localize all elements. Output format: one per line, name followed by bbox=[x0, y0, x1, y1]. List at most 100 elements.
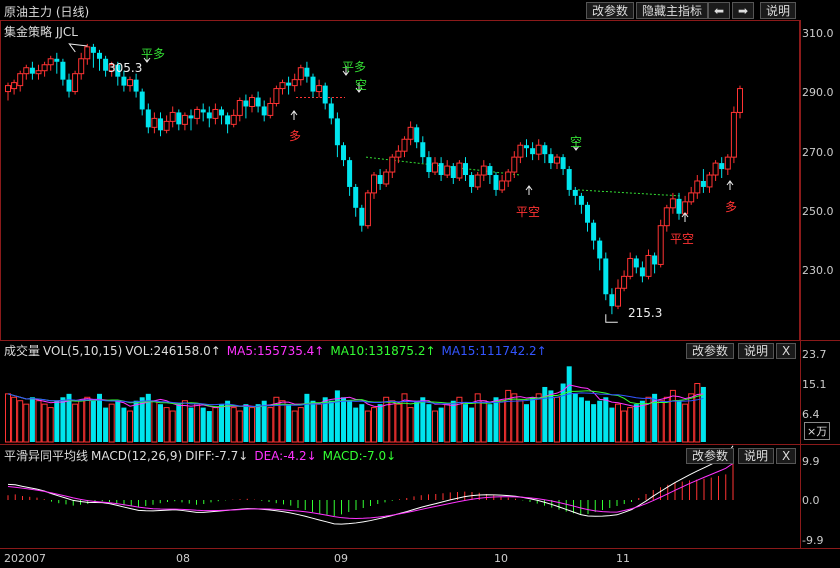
candle-body-down bbox=[585, 204, 590, 223]
volume-bar-down bbox=[255, 404, 261, 442]
volume-bar-down bbox=[103, 407, 109, 442]
arrow-up-icon bbox=[726, 180, 734, 186]
candle-body-down bbox=[206, 112, 212, 119]
arrow-up-icon bbox=[681, 212, 689, 218]
volume-bar-down bbox=[328, 400, 334, 442]
volume-bar-up bbox=[401, 393, 408, 443]
volume-bar-up bbox=[364, 410, 371, 443]
volume-bar-up bbox=[480, 400, 487, 443]
volume-bar-up bbox=[517, 400, 524, 443]
volume-bar-up bbox=[72, 403, 79, 443]
volume-bar-up bbox=[78, 400, 85, 443]
signal-label: 多 bbox=[725, 200, 738, 214]
volume-ma15-line bbox=[7, 392, 704, 407]
vol-tick-high: 23.7 bbox=[802, 348, 827, 361]
candle-body-up bbox=[127, 79, 133, 87]
volume-bar-up bbox=[17, 400, 24, 443]
candle-body-down bbox=[560, 157, 566, 170]
volume-bar-up bbox=[444, 403, 451, 443]
help-button[interactable]: 说明 bbox=[760, 2, 797, 19]
candle-body-down bbox=[243, 100, 249, 107]
volume-bar-down bbox=[578, 397, 584, 442]
volume-bar-down bbox=[359, 404, 365, 442]
arrow-up-icon bbox=[290, 110, 298, 116]
candle-body-up bbox=[621, 275, 628, 289]
y-tick-290: 290.0 bbox=[802, 86, 834, 99]
volume-bar-down bbox=[225, 400, 231, 442]
volume-bar-down bbox=[450, 400, 456, 442]
candle-body-up bbox=[627, 257, 634, 277]
candle-body-down bbox=[139, 91, 145, 110]
candle-body-down bbox=[103, 58, 109, 71]
volume-bar-up bbox=[291, 410, 298, 443]
candle-body-up bbox=[724, 156, 731, 170]
candle-body-down bbox=[414, 127, 420, 143]
candle-body-up bbox=[444, 165, 451, 176]
candle-body-up bbox=[23, 67, 30, 75]
candle-body-down bbox=[200, 109, 206, 113]
candle-body-down bbox=[255, 97, 261, 107]
candle-body-down bbox=[719, 163, 725, 170]
volume-bar-up bbox=[682, 403, 689, 443]
candle-body-down bbox=[609, 294, 615, 307]
arrow-right-icon: ➡ bbox=[738, 4, 749, 18]
candle-body-down bbox=[676, 198, 682, 214]
candle-body-up bbox=[273, 88, 280, 104]
volume-bar-down bbox=[341, 397, 346, 442]
arrow-up-icon bbox=[525, 185, 533, 191]
candle-body-up bbox=[688, 192, 695, 203]
candle-body-down bbox=[359, 207, 365, 226]
volume-bar-up bbox=[407, 407, 414, 443]
macd-help-button[interactable]: 说明 bbox=[738, 448, 775, 464]
macd-diff: DIFF:-7.7↓ bbox=[185, 449, 249, 463]
candle-body-down bbox=[176, 112, 182, 125]
macd-diff-line bbox=[7, 445, 734, 525]
volume-help-button[interactable]: 说明 bbox=[738, 343, 775, 359]
volume-bar-down bbox=[603, 397, 609, 442]
hide-indicator-button[interactable]: 隐藏主指标 bbox=[636, 2, 709, 19]
macd-tick-zero: 0.0 bbox=[802, 494, 820, 507]
params-button[interactable]: 改参数 bbox=[586, 2, 635, 19]
high-marker bbox=[68, 43, 88, 53]
macd-name: 平滑异同平均线 bbox=[4, 449, 89, 463]
volume-close-button[interactable]: X bbox=[776, 343, 797, 359]
y-tick-230: 230.0 bbox=[802, 264, 834, 277]
macd-dea-line bbox=[7, 462, 734, 519]
candle-body-up bbox=[181, 114, 188, 125]
macd-close-button[interactable]: X bbox=[776, 448, 797, 464]
prev-arrow-button[interactable]: ⬅ bbox=[708, 2, 730, 19]
volume-bar-up bbox=[169, 410, 176, 443]
candle-body-up bbox=[499, 180, 506, 191]
volume-bar-down bbox=[188, 407, 194, 442]
volume-bar-down bbox=[469, 407, 475, 442]
volume-bar-down bbox=[652, 393, 658, 442]
volume-bar-down bbox=[219, 404, 224, 442]
vol-tick-mid: 15.1 bbox=[802, 378, 827, 391]
candle-body-down bbox=[566, 169, 572, 190]
macd-tick-high: 9.9 bbox=[802, 455, 820, 468]
volume-bar-up bbox=[212, 407, 219, 443]
volume-bar-up bbox=[389, 400, 396, 443]
candle-body-down bbox=[261, 106, 267, 116]
volume-bar-down bbox=[676, 400, 682, 442]
macd-params-button[interactable]: 改参数 bbox=[686, 448, 735, 464]
candle-body-down bbox=[426, 157, 432, 173]
volume-bar-down bbox=[463, 404, 468, 442]
next-arrow-button[interactable]: ➡ bbox=[732, 2, 754, 19]
candle-body-up bbox=[663, 207, 670, 227]
volume-bar-up bbox=[230, 407, 237, 443]
candle-body-down bbox=[450, 166, 456, 178]
volume-bar-up bbox=[645, 396, 652, 443]
candle-body-up bbox=[371, 174, 377, 194]
candle-body-up bbox=[230, 114, 237, 125]
volume-bar-down bbox=[426, 404, 432, 442]
candle-body-up bbox=[407, 126, 414, 140]
candle-body-down bbox=[438, 163, 444, 176]
y-tick-270: 270.0 bbox=[802, 146, 834, 159]
volume-bar-up bbox=[669, 389, 676, 443]
volume-bar-down bbox=[609, 407, 615, 442]
volume-params-button[interactable]: 改参数 bbox=[686, 343, 735, 359]
volume-bar-up bbox=[657, 400, 664, 443]
candle-body-up bbox=[35, 70, 42, 75]
